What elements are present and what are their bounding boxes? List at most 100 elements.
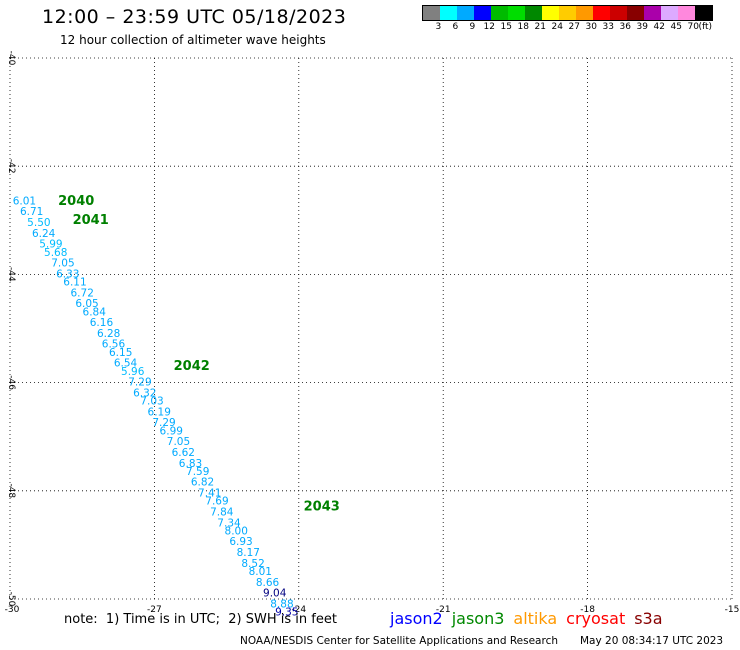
wave-height-label: 7.03 (140, 396, 163, 408)
wave-height-label: 8.88 (270, 598, 293, 610)
scale-label: 36 (619, 22, 631, 32)
scale-label: 9 (469, 22, 476, 32)
wave-height-label: 6.93 (229, 536, 252, 548)
scale-swatch (542, 6, 559, 20)
scale-swatch (610, 6, 627, 20)
x-tick-label: -15 (725, 605, 740, 615)
wave-height-label: 9.35 (275, 607, 298, 619)
wave-height-label: 6.54 (114, 358, 138, 370)
wave-height-label: 6.19 (148, 406, 171, 418)
scale-swatch (508, 6, 525, 20)
mission-cryosat: cryosat (566, 609, 626, 628)
scale-label: 21 (534, 22, 546, 32)
wave-height-label: 9.04 (263, 588, 287, 600)
track-time-label: 2040 (58, 194, 94, 209)
track-time-label: 2043 (304, 500, 340, 515)
scale-swatch (423, 6, 440, 20)
wave-height-label: 7.29 (128, 377, 151, 389)
x-tick-label: -27 (147, 605, 162, 615)
scale-label: 15 (500, 22, 512, 32)
wave-height-label: 6.16 (90, 317, 114, 329)
scale-swatch (644, 6, 661, 20)
y-tick-label: -44 (6, 267, 16, 282)
y-tick-label: -50 (6, 592, 16, 607)
x-tick-label: -24 (291, 605, 306, 615)
wave-height-label: 6.72 (71, 287, 94, 299)
scale-swatch (661, 6, 678, 20)
wave-height-label: 6.28 (97, 328, 120, 340)
wave-height-label: 7.34 (217, 517, 241, 529)
scale-swatch (440, 6, 457, 20)
wave-height-label: 6.33 (56, 268, 79, 280)
wave-height-label: 8.66 (256, 577, 280, 589)
scale-swatch (559, 6, 576, 20)
scale-label: 3 (435, 22, 442, 32)
timestamp: May 20 08:34:17 UTC 2023 (580, 635, 724, 647)
wave-height-label: 6.24 (32, 228, 56, 240)
wave-height-label: 6.71 (20, 206, 43, 218)
wave-height-label: 7.29 (152, 417, 175, 429)
wave-height-label: 5.96 (121, 366, 145, 378)
color-scale (422, 5, 713, 21)
scale-label: 18 (517, 22, 529, 32)
track-time-label: 2042 (174, 359, 210, 374)
wave-height-label: 6.15 (109, 347, 132, 359)
scale-label: 6 (452, 22, 459, 32)
track-time-label: 2041 (73, 213, 109, 228)
scale-swatch (593, 6, 610, 20)
wave-height-label: 6.56 (102, 339, 126, 351)
scale-label: 39 (636, 22, 648, 32)
wave-height-label: 6.11 (63, 277, 86, 289)
mission-jason2: jason2 (390, 609, 443, 628)
scale-label: 27 (568, 22, 580, 32)
mission-s3a: s3a (634, 609, 663, 628)
wave-height-label: 7.59 (186, 466, 209, 478)
y-tick-label: -42 (6, 159, 16, 174)
scale-label: 12 (483, 22, 495, 32)
wave-height-label: 6.62 (172, 447, 195, 459)
scale-label: (ft) (698, 22, 713, 32)
scale-label: 42 (653, 22, 665, 32)
chart-title: 12:00 – 23:59 UTC 05/18/2023 (42, 6, 347, 28)
scale-swatch (525, 6, 542, 20)
wave-height-label: 5.50 (27, 217, 50, 229)
wave-height-label: 6.84 (83, 306, 107, 318)
mission-jason3: jason3 (451, 609, 505, 628)
mission-altika: altika (513, 609, 558, 628)
wave-height-label: 7.05 (51, 258, 74, 270)
scale-swatch (695, 6, 712, 20)
scale-label: 70 (687, 22, 699, 32)
x-tick-label: -21 (436, 605, 451, 615)
wave-height-label: 5.68 (44, 247, 67, 259)
wave-height-label: 7.84 (210, 506, 234, 518)
scale-swatch (474, 6, 491, 20)
wave-height-label: 6.82 (191, 477, 214, 489)
wave-height-label: 8.17 (237, 547, 260, 559)
wave-height-label: 7.41 (198, 488, 221, 500)
wave-height-label: 6.83 (179, 458, 202, 470)
wave-height-label: 8.01 (249, 566, 272, 578)
wave-height-label: 6.99 (160, 425, 183, 437)
wave-height-label: 7.05 (167, 436, 190, 448)
wave-height-label: 6.05 (75, 298, 98, 310)
x-tick-label: -30 (5, 605, 20, 615)
footer-note: note: 1) Time is in UTC; 2) SWH is in fe… (64, 612, 337, 627)
wave-height-label: 6.32 (133, 387, 156, 399)
scale-label: 30 (585, 22, 597, 32)
wave-height-label: 8.52 (241, 558, 264, 570)
y-tick-label: -48 (6, 483, 16, 498)
wave-height-label: 7.69 (205, 496, 228, 508)
y-tick-label: -46 (6, 375, 16, 390)
scale-swatch (491, 6, 508, 20)
credit-text: NOAA/NESDIS Center for Satellite Applica… (240, 635, 558, 647)
wave-height-label: 5.99 (39, 239, 62, 251)
scale-swatch (576, 6, 593, 20)
chart-subtitle: 12 hour collection of altimeter wave hei… (60, 33, 326, 47)
wave-height-label: 6.01 (13, 195, 36, 207)
wave-height-label: 8.00 (225, 525, 248, 537)
scale-swatch (627, 6, 644, 20)
scale-label: 24 (551, 22, 563, 32)
scale-label: 33 (602, 22, 614, 32)
y-tick-label: -40 (6, 51, 16, 66)
